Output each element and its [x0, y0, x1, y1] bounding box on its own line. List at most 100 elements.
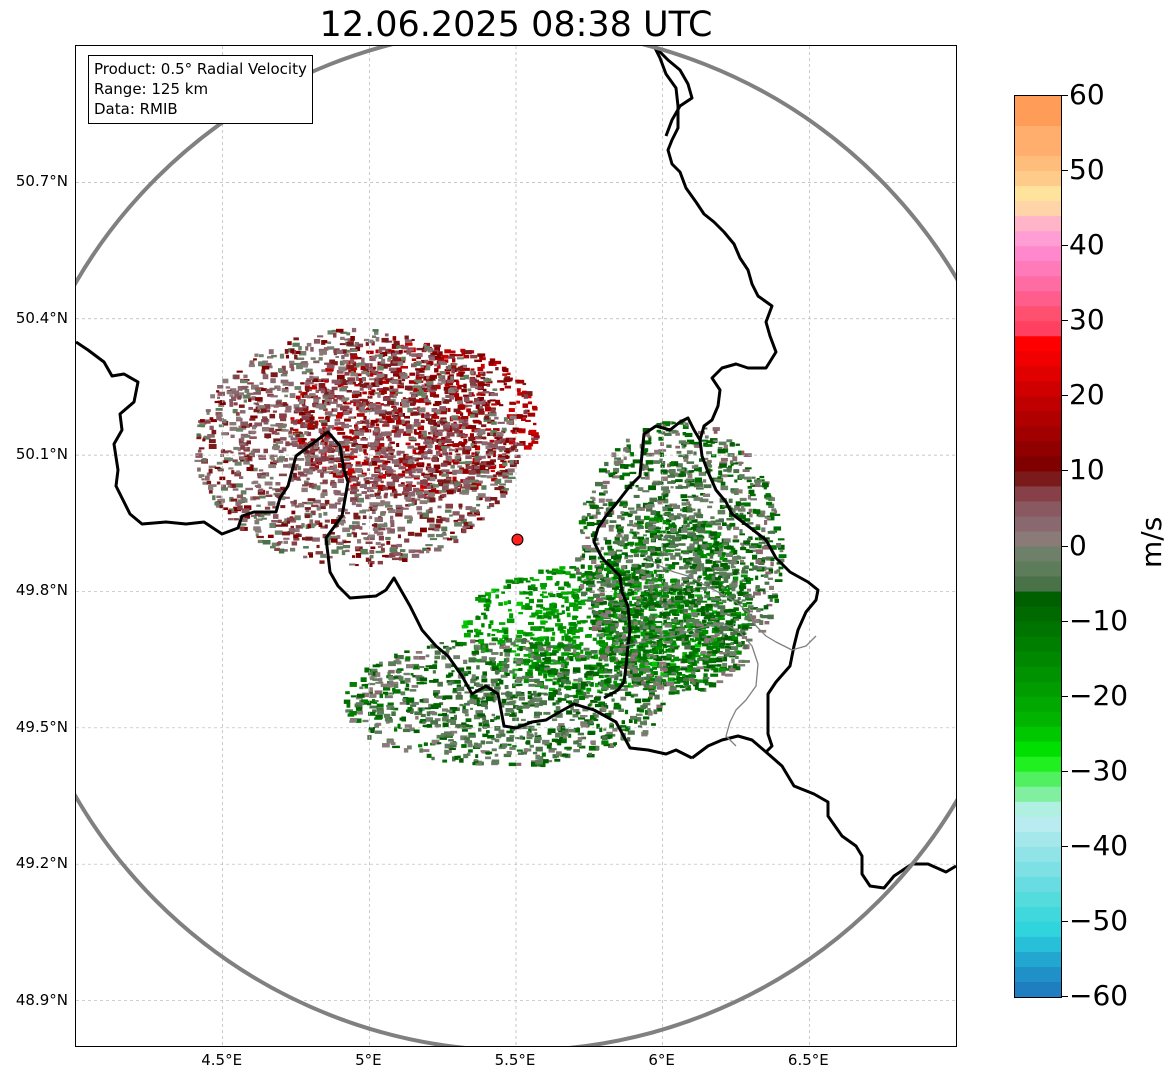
colorbar-band	[1015, 96, 1061, 127]
lat-tick-label: 50.4°N	[15, 308, 68, 327]
colorbar-band	[1015, 186, 1061, 202]
colorbar-band	[1015, 906, 1061, 923]
velocity-colorbar	[1014, 95, 1062, 998]
colorbar-band	[1015, 591, 1061, 608]
colorbar-band	[1015, 441, 1061, 457]
colorbar-tick-label: 0	[1069, 528, 1087, 562]
colorbar-tick-mark	[1061, 245, 1068, 247]
colorbar-tick-mark	[1061, 470, 1068, 472]
border-luxembourg-inner	[643, 555, 817, 651]
data-source-label: Data: RMIB	[94, 100, 178, 118]
colorbar-band	[1015, 126, 1061, 157]
echo-region-outbound-east-edge	[575, 419, 787, 692]
colorbar-band	[1015, 981, 1061, 997]
border-luxembourg-inner-2	[623, 623, 759, 747]
lon-tick-label: 5.5°E	[494, 1051, 536, 1069]
colorbar-band	[1015, 366, 1061, 382]
colorbar-tick-label: −60	[1069, 979, 1129, 1012]
map-title: 12.06.2025 08:38 UTC	[319, 5, 713, 45]
colorbar-tick-mark	[1061, 996, 1068, 997]
lat-tick-label: 50.7°N	[15, 172, 68, 191]
colorbar-tick-label: 60	[1069, 78, 1105, 111]
border-belgium-luxembourg	[592, 416, 702, 700]
colorbar-band	[1015, 921, 1061, 938]
colorbar-band	[1015, 561, 1061, 578]
colorbar-band	[1015, 741, 1061, 758]
colorbar-band	[1015, 936, 1061, 953]
colorbar-band	[1015, 216, 1061, 232]
colorbar-band	[1015, 816, 1061, 833]
colorbar-gradient	[1015, 96, 1061, 997]
colorbar-tick-label: 10	[1069, 453, 1105, 487]
graticule	[76, 46, 956, 1046]
colorbar-band	[1015, 351, 1061, 367]
colorbar-tick-label: 20	[1069, 378, 1105, 412]
colorbar-band	[1015, 291, 1061, 307]
border-germany-france	[691, 734, 956, 890]
colorbar-band	[1015, 246, 1061, 262]
colorbar-band	[1015, 831, 1061, 848]
lat-tick-label: 48.9°N	[15, 990, 68, 1009]
colorbar-band	[1015, 801, 1061, 818]
colorbar-band	[1015, 156, 1061, 172]
range-label: Range: 125 km	[94, 80, 209, 98]
colorbar-band	[1015, 231, 1061, 247]
colorbar-tick-label: 30	[1069, 303, 1105, 337]
colorbar-band	[1015, 576, 1061, 593]
colorbar-band	[1015, 636, 1061, 653]
radar-site-marker[interactable]	[511, 533, 524, 546]
colorbar-tick-mark	[1061, 620, 1068, 622]
velocity-echo-layer	[194, 327, 787, 768]
colorbar-tick-label: −10	[1069, 603, 1129, 637]
colorbar-band	[1015, 606, 1061, 623]
colorbar-band	[1015, 696, 1061, 713]
lon-tick-label: 6°E	[648, 1051, 675, 1069]
colorbar-band	[1015, 306, 1061, 322]
colorbar-band	[1015, 711, 1061, 728]
colorbar-tick-mark	[1061, 95, 1068, 96]
radar-map[interactable]	[75, 45, 957, 1047]
colorbar-tick-label: 50	[1069, 153, 1105, 187]
colorbar-band	[1015, 426, 1061, 442]
colorbar-band	[1015, 651, 1061, 668]
lat-tick-label: 49.8°N	[15, 581, 68, 600]
colorbar-band	[1015, 756, 1061, 773]
colorbar-tick-mark	[1061, 770, 1068, 772]
colorbar-band	[1015, 666, 1061, 683]
lon-tick-label: 5°E	[355, 1051, 382, 1069]
colorbar-band	[1015, 891, 1061, 908]
colorbar-tick-mark	[1061, 170, 1068, 172]
border-belgium-france	[76, 340, 693, 760]
colorbar-band	[1015, 456, 1061, 473]
colorbar-band	[1015, 501, 1061, 518]
colorbar-band	[1015, 381, 1061, 397]
echo-region-inbound-north-edge	[194, 327, 521, 567]
product-info-box: Product: 0.5° Radial Velocity Range: 125…	[88, 55, 313, 124]
colorbar-band	[1015, 876, 1061, 893]
product-label: Product: 0.5° Radial Velocity	[94, 60, 307, 78]
colorbar-tick-label: 40	[1069, 228, 1105, 262]
colorbar-band	[1015, 771, 1061, 788]
colorbar-tick-mark	[1061, 545, 1068, 547]
colorbar-band	[1015, 681, 1061, 698]
colorbar-tick-mark	[1061, 320, 1068, 322]
echo-region-outbound-south-edge	[343, 637, 666, 768]
colorbar-band	[1015, 411, 1061, 427]
colorbar-tick-mark	[1061, 845, 1068, 847]
lat-tick-label: 50.1°N	[15, 445, 68, 464]
country-borders	[76, 46, 956, 890]
colorbar-band	[1015, 861, 1061, 878]
colorbar-band	[1015, 486, 1061, 503]
colorbar-tick-label: −30	[1069, 753, 1129, 787]
colorbar-band	[1015, 471, 1061, 488]
colorbar-band	[1015, 531, 1061, 548]
colorbar-band	[1015, 786, 1061, 803]
lat-tick-label: 49.2°N	[15, 854, 68, 873]
colorbar-band	[1015, 396, 1061, 412]
lon-tick-label: 4.5°E	[201, 1051, 243, 1069]
lat-tick-label: 49.5°N	[15, 717, 68, 736]
colorbar-band	[1015, 171, 1061, 187]
colorbar-tick-mark	[1061, 395, 1068, 397]
colorbar-tick-mark	[1061, 920, 1068, 922]
colorbar-tick-mark	[1061, 695, 1068, 697]
